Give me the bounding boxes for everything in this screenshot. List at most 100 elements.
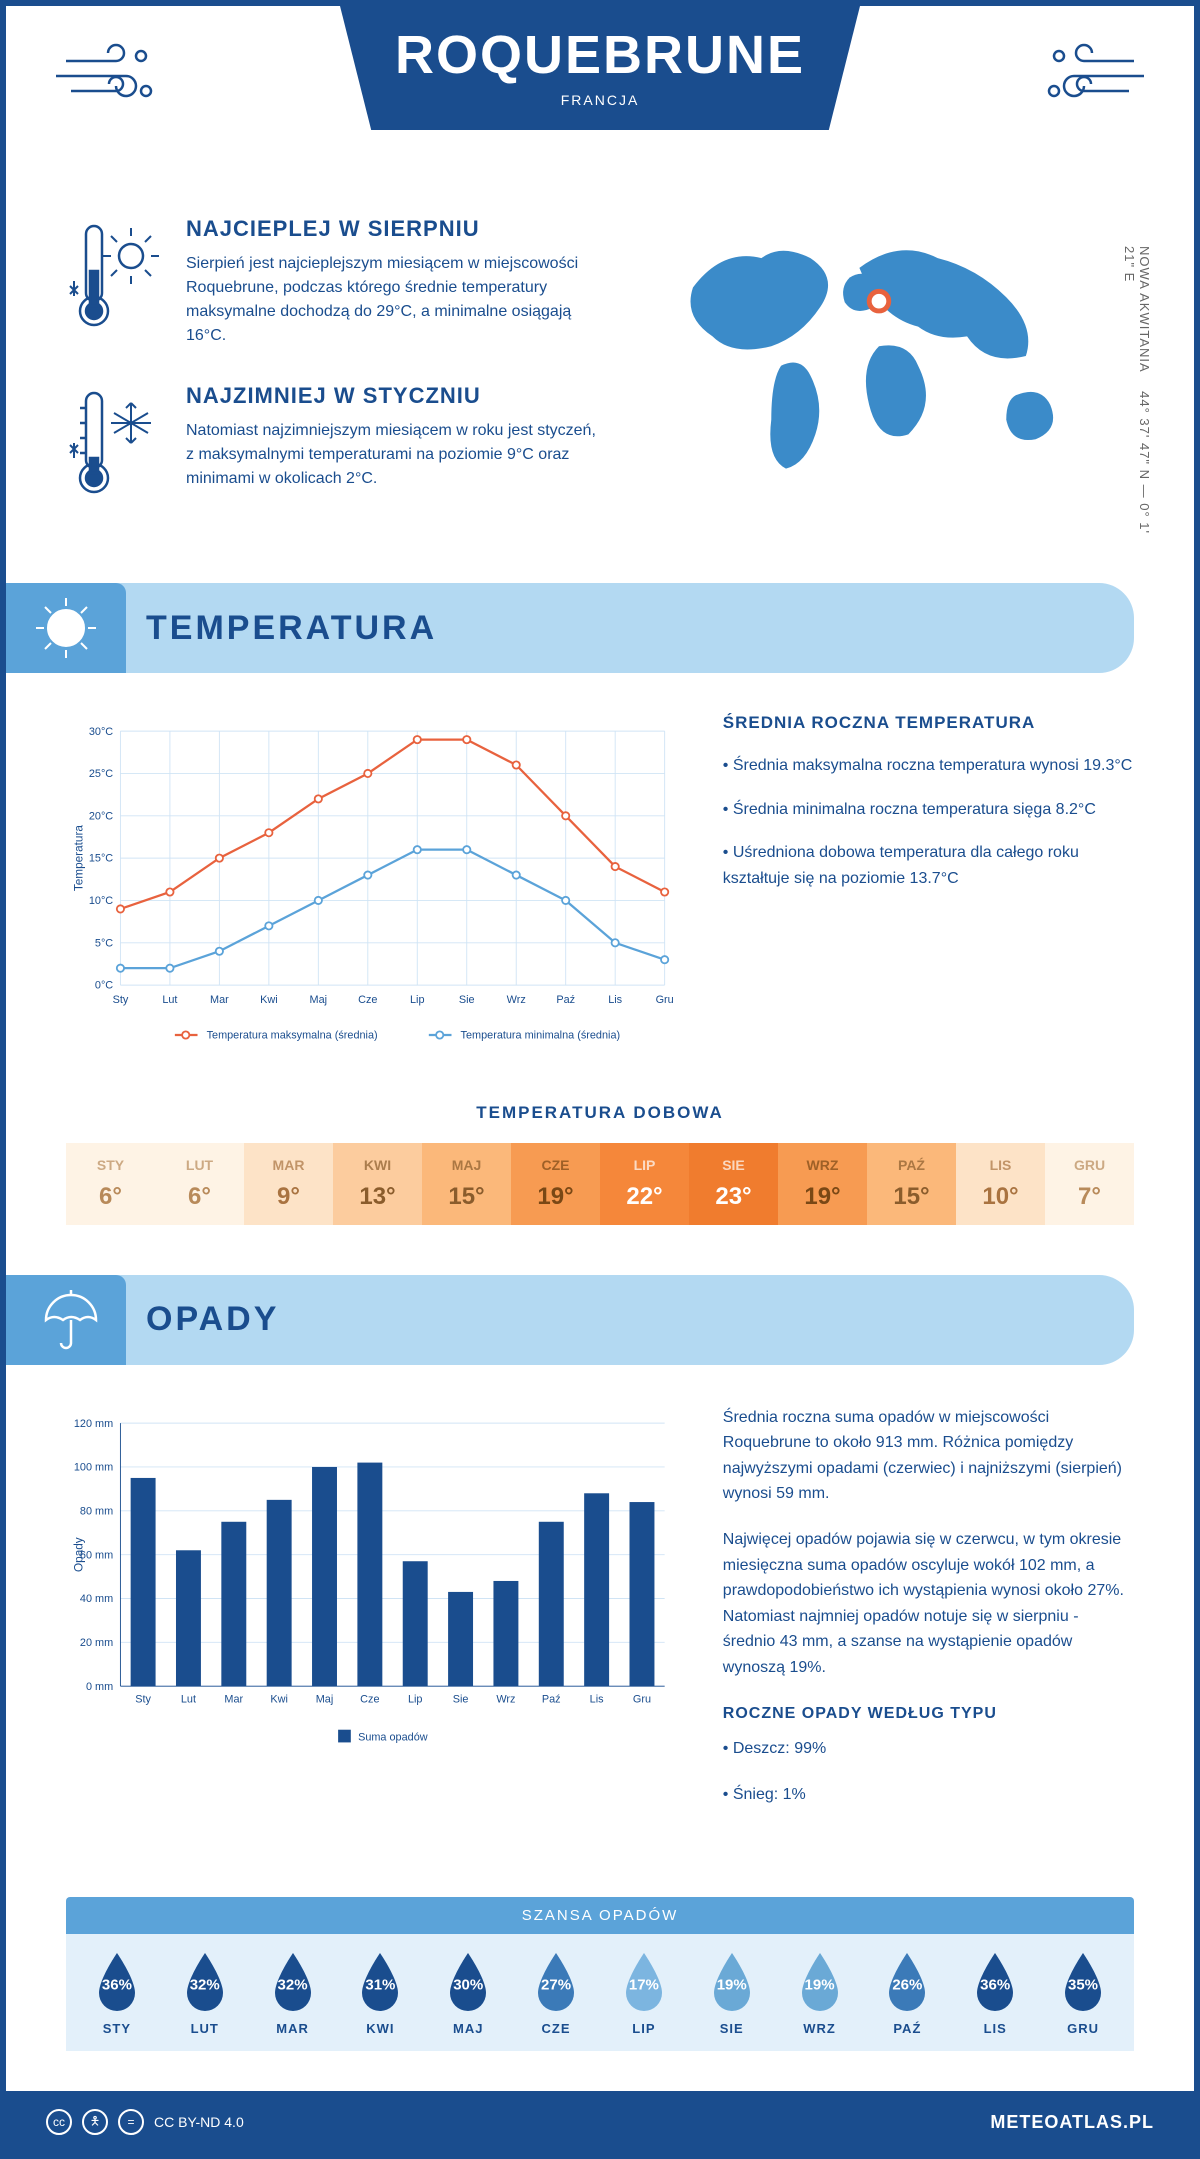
chance-month: CZE <box>515 2021 597 2036</box>
chance-cell: 26%PAŹ <box>866 1949 948 2036</box>
fact-item: • Uśredniona dobowa temperatura dla całe… <box>723 840 1134 891</box>
license-text: CC BY-ND 4.0 <box>154 2114 244 2130</box>
chance-value: 36% <box>980 1976 1010 1993</box>
svg-text:15°C: 15°C <box>89 853 113 865</box>
drop-icon: 26% <box>881 1949 933 2013</box>
drop-icon: 27% <box>530 1949 582 2013</box>
chance-value: 32% <box>278 1976 308 1993</box>
chance-value: 17% <box>629 1976 659 1993</box>
coldest-text: Natomiast najzimniejszym miesiącem w rok… <box>186 419 604 491</box>
daily-value: 6° <box>155 1183 244 1211</box>
svg-text:Cze: Cze <box>360 1693 379 1705</box>
svg-text:Mar: Mar <box>210 994 229 1006</box>
region-label: NOWA AKWITANIA <box>1137 246 1152 373</box>
daily-month: MAJ <box>422 1157 511 1173</box>
svg-text:20°C: 20°C <box>89 810 113 822</box>
chance-cell: 36% STY <box>76 1949 158 2036</box>
daily-month: MAR <box>244 1157 333 1173</box>
svg-text:Kwi: Kwi <box>270 1693 288 1705</box>
drop-icon: 36% <box>969 1949 1021 2013</box>
coldest-title: NAJZIMNIEJ W STYCZNIU <box>186 383 604 409</box>
precipitation-content: 0 mm20 mm40 mm60 mm80 mm100 mm120 mmStyL… <box>6 1365 1194 1868</box>
chance-month: LIS <box>954 2021 1036 2036</box>
drop-icon: 30% <box>442 1949 494 2013</box>
summary-section: NAJCIEPLEJ W SIERPNIU Sierpień jest najc… <box>6 186 1194 583</box>
temperature-content: 0°C5°C10°C15°C20°C25°C30°CStyLutMarKwiMa… <box>6 673 1194 1103</box>
daily-month: LIP <box>600 1157 689 1173</box>
daily-cell: WRZ 19° <box>778 1143 867 1225</box>
svg-text:80 mm: 80 mm <box>80 1505 113 1517</box>
svg-text:Lip: Lip <box>410 994 425 1006</box>
chance-value: 19% <box>717 1976 747 1993</box>
svg-text:Kwi: Kwi <box>260 994 278 1006</box>
daily-month: SIE <box>689 1157 778 1173</box>
svg-text:100 mm: 100 mm <box>74 1461 113 1473</box>
warmest-title: NAJCIEPLEJ W SIERPNIU <box>186 216 604 242</box>
daily-value: 15° <box>422 1183 511 1211</box>
svg-text:Sty: Sty <box>113 994 129 1006</box>
temperature-chart: 0°C5°C10°C15°C20°C25°C30°CStyLutMarKwiMa… <box>66 713 683 1063</box>
infographic-page: ROQUEBRUNE FRANCJA NAJCIEPLEJ W SIERPNI <box>0 0 1200 2159</box>
precipitation-text: Średnia roczna suma opadów w miejscowośc… <box>723 1405 1134 1828</box>
chance-value: 32% <box>190 1976 220 1993</box>
svg-text:Suma opadów: Suma opadów <box>358 1731 428 1743</box>
daily-value: 7° <box>1045 1183 1134 1211</box>
svg-text:Lut: Lut <box>181 1693 196 1705</box>
chance-cell: 32%MAR <box>252 1949 334 2036</box>
drop-icon: 35% <box>1057 1949 1109 2013</box>
temperature-facts: ŚREDNIA ROCZNA TEMPERATURA • Średnia mak… <box>723 713 1134 1063</box>
svg-text:Paź: Paź <box>556 994 575 1006</box>
svg-text:Opady: Opady <box>72 1537 85 1572</box>
world-map <box>644 216 1134 496</box>
chance-value: 31% <box>365 1976 395 1993</box>
svg-text:Mar: Mar <box>224 1693 243 1705</box>
svg-text:120 mm: 120 mm <box>74 1417 113 1429</box>
svg-text:10°C: 10°C <box>89 895 113 907</box>
drop-icon: 19% <box>706 1949 758 2013</box>
header: ROQUEBRUNE FRANCJA <box>6 6 1194 186</box>
warmest-text: Sierpień jest najcieplejszym miesiącem w… <box>186 252 604 348</box>
precip-bytype-title: ROCZNE OPADY WEDŁUG TYPU <box>723 1701 1134 1727</box>
coordinates: NOWA AKWITANIA 44° 37' 47" N — 0° 1' 21"… <box>1122 246 1152 543</box>
svg-text:25°C: 25°C <box>89 768 113 780</box>
daily-month: LUT <box>155 1157 244 1173</box>
drop-icon: 17% <box>618 1949 670 2013</box>
precip-para1: Średnia roczna suma opadów w miejscowośc… <box>723 1405 1134 1507</box>
chance-month: STY <box>76 2021 158 2036</box>
daily-value: 19° <box>778 1183 867 1211</box>
daily-month: WRZ <box>778 1157 867 1173</box>
chance-value: 19% <box>805 1976 835 1993</box>
temperature-title: TEMPERATURA <box>146 609 437 648</box>
chance-value: 26% <box>892 1976 922 1993</box>
svg-text:0°C: 0°C <box>95 980 113 992</box>
svg-text:40 mm: 40 mm <box>80 1593 113 1605</box>
daily-month: KWI <box>333 1157 422 1173</box>
fact-item: • Średnia minimalna roczna temperatura s… <box>723 797 1134 823</box>
daily-temperature: TEMPERATURA DOBOWA STY6°LUT6°MAR9°KWI13°… <box>6 1103 1194 1275</box>
daily-cell: CZE19° <box>511 1143 600 1225</box>
chance-cell: 35%GRU <box>1042 1949 1124 2036</box>
daily-value: 15° <box>867 1183 956 1211</box>
daily-value: 13° <box>333 1183 422 1211</box>
umbrella-icon <box>6 1275 126 1365</box>
drop-icon: 36% <box>91 1949 143 2013</box>
daily-month: CZE <box>511 1157 600 1173</box>
wind-icon <box>46 36 166 121</box>
chance-cell: 19%SIE <box>691 1949 773 2036</box>
precipitation-header: OPADY <box>6 1275 1134 1365</box>
svg-text:Maj: Maj <box>310 994 328 1006</box>
daily-cell: GRU7° <box>1045 1143 1134 1225</box>
svg-text:Lip: Lip <box>408 1693 423 1705</box>
svg-text:30°C: 30°C <box>89 726 113 738</box>
drop-icon: 31% <box>354 1949 406 2013</box>
svg-text:Cze: Cze <box>358 994 377 1006</box>
map-block: NOWA AKWITANIA 44° 37' 47" N — 0° 1' 21"… <box>644 216 1134 543</box>
daily-cell: PAŹ15° <box>867 1143 956 1225</box>
svg-text:Sie: Sie <box>453 1693 469 1705</box>
svg-text:Paź: Paź <box>542 1693 561 1705</box>
wind-icon <box>1034 36 1154 121</box>
drop-icon: 32% <box>179 1949 231 2013</box>
daily-cell: LIP22° <box>600 1143 689 1225</box>
svg-text:Sty: Sty <box>135 1693 151 1705</box>
fact-item: • Średnia maksymalna roczna temperatura … <box>723 753 1134 779</box>
